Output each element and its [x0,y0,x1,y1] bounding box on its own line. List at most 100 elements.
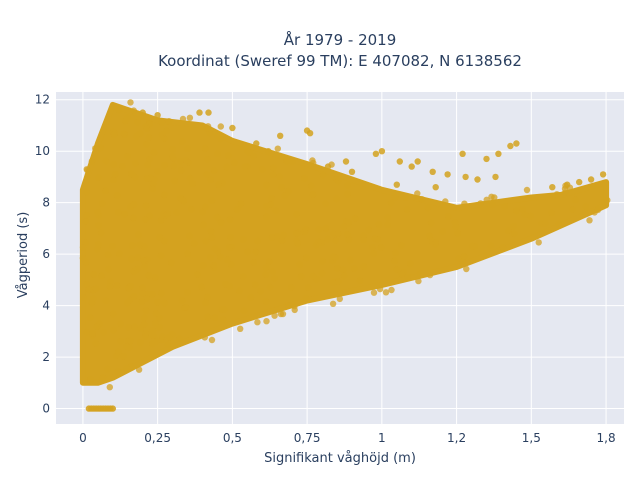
scatter-point [324,235,331,243]
scatter-point [334,230,342,237]
scatter-point [205,109,212,116]
scatter-point [310,159,317,167]
scatter-point [164,341,172,348]
scatter-point [276,173,283,180]
scatter-point [124,114,131,121]
scatter-point [117,320,125,328]
scatter-point [169,153,176,160]
scatter-point [116,250,123,257]
scatter-point [135,366,143,373]
scatter-point [221,306,228,313]
scatter-point [281,192,289,199]
scatter-point [332,237,339,244]
scatter-point [143,175,151,182]
scatter-point [387,199,395,207]
scatter-point [217,123,224,130]
scatter-point [445,213,452,220]
scatter-point [161,162,168,169]
scatter-point [523,186,531,194]
scatter-point [294,240,301,247]
scatter-point [194,271,201,278]
scatter-point [156,324,163,331]
scatter-point [127,363,135,370]
scatter-point [329,300,337,307]
scatter-point [488,193,495,200]
scatter-point [106,283,114,290]
scatter-point [277,132,284,139]
scatter-point [111,171,119,178]
scatter-point [104,251,112,258]
scatter-point [94,209,101,216]
scatter-point [176,335,183,342]
scatter-point [569,206,576,213]
scatter-point [154,299,161,306]
scatter-point [168,259,175,267]
scatter-point [120,353,127,360]
scatter-point [190,240,198,247]
scatter-point [98,272,105,279]
scatter-point [80,294,87,301]
scatter-point [309,272,317,280]
scatter-point [371,235,379,242]
scatter-point [146,212,153,220]
scatter-point [138,298,146,305]
scatter-point [384,214,391,221]
scatter-point [352,215,359,222]
scatter-point [113,352,120,359]
scatter-point [262,271,269,278]
scatter-point [262,264,270,271]
scatter-point [185,159,192,166]
scatter-point [95,222,102,229]
scatter-point [144,161,151,169]
scatter-point [146,156,153,163]
scatter-point [289,158,296,165]
scatter-point [236,287,243,294]
scatter-point [207,254,214,261]
scatter-point [319,171,327,179]
scatter-point [254,237,261,245]
scatter-point [336,295,343,303]
scatter-point [492,173,499,181]
scatter-point [110,161,118,168]
scatter-point [88,299,96,307]
scatter-point [429,168,436,175]
scatter-point [549,184,556,191]
scatter-point [188,206,195,213]
scatter-point [143,141,150,148]
scatter-point [505,227,512,234]
scatter-point [82,239,89,246]
scatter-point [127,203,134,210]
scatter-point [102,187,109,194]
y-tick-label: 8 [42,196,50,210]
scatter-point [471,243,478,250]
scatter-point [229,124,236,132]
scatter-point [169,146,176,153]
scatter-point [510,223,517,230]
scatter-point [495,150,502,157]
scatter-point [237,325,244,332]
scatter-point [139,284,146,291]
scatter-point [414,190,421,197]
scatter-point [279,310,287,318]
scatter-point [432,239,439,247]
scatter-point [156,314,163,322]
scatter-point [391,194,399,201]
scatter-point [426,232,433,240]
scatter-point [184,289,191,296]
scatter-point [154,112,161,119]
scatter-point [268,195,275,202]
scatter-point [204,293,211,301]
scatter-point [548,209,555,216]
scatter-point [227,234,234,241]
scatter-point [272,207,280,214]
scatter-point [79,244,87,251]
scatter-point [263,181,270,189]
scatter-point [120,130,128,138]
scatter-point [334,278,342,285]
scatter-point [211,245,219,252]
scatter-point [420,270,427,277]
scatter-point [318,239,325,246]
y-tick-label: 12 [35,93,50,107]
scatter-point [223,163,230,171]
scatter-point [527,212,534,220]
